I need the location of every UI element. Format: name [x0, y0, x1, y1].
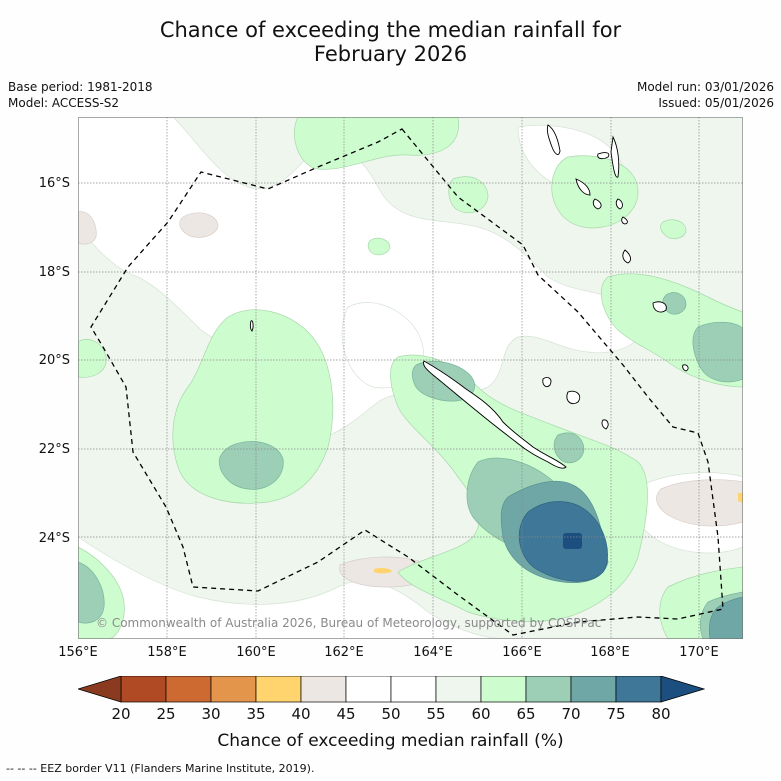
graticule [78, 117, 743, 639]
copyright-text: © Commonwealth of Australia 2026, Bureau… [96, 616, 601, 630]
eez-border [90, 128, 724, 636]
colorbar-tick-label: 50 [381, 705, 401, 723]
colorbar-cell [480, 676, 527, 703]
colorbar-cell [255, 676, 302, 703]
lat-label-24s: 24°S [38, 531, 70, 546]
coastlines [249, 124, 689, 469]
eez-legend: -- -- -- EEZ border V11 (Flanders Marine… [6, 762, 315, 775]
colorbar-tick-label: 60 [471, 705, 491, 723]
lon-label-164e: 164°E [413, 645, 453, 660]
colorbar-cell [300, 676, 347, 703]
colorbar-cell [615, 676, 662, 703]
meta-right: Model run: 03/01/2026 Issued: 05/01/2026 [637, 79, 774, 111]
rainfall-map: © Commonwealth of Australia 2026, Bureau… [78, 117, 743, 639]
colorbar [78, 676, 705, 703]
colorbar-cell [435, 676, 482, 703]
colorbar-tick-label: 45 [336, 705, 356, 723]
colorbar-tick-label: 55 [426, 705, 446, 723]
lon-label-166e: 166°E [502, 645, 542, 660]
colorbar-cell [525, 676, 572, 703]
colorbar-tick-label: 35 [246, 705, 266, 723]
colorbar-under-arrow [78, 676, 122, 703]
colorbar-tick-label: 65 [516, 705, 536, 723]
title-line-1: Chance of exceeding the median rainfall … [159, 18, 622, 42]
colorbar-tick-label: 20 [111, 705, 131, 723]
colorbar-cell [345, 676, 392, 703]
colorbar-cell [570, 676, 617, 703]
colorbar-tick-label: 75 [606, 705, 626, 723]
lat-label-20s: 20°S [38, 353, 70, 368]
espiritu-santo [546, 124, 561, 155]
colorbar-tick-label: 40 [291, 705, 311, 723]
colorbar-title: Chance of exceeding median rainfall (%) [217, 731, 564, 751]
base-period: Base period: 1981-2018 [8, 80, 153, 94]
lon-label-170e: 170°E [679, 645, 719, 660]
colorbar-cell [120, 676, 167, 703]
contours-35 [374, 493, 743, 574]
issued-date: Issued: 05/01/2026 [658, 96, 774, 110]
colorbar-cell [390, 676, 437, 703]
lon-label-168e: 168°E [590, 645, 630, 660]
lon-label-160e: 160°E [236, 645, 276, 660]
colorbar-cell [165, 676, 212, 703]
lon-label-156e: 156°E [58, 645, 98, 660]
lon-label-162e: 162°E [324, 645, 364, 660]
lat-label-22s: 22°S [38, 442, 70, 457]
colorbar-tick-label: 70 [561, 705, 581, 723]
model-run: Model run: 03/01/2026 [636, 80, 774, 94]
colorbar-tick-label: 25 [156, 705, 176, 723]
title-line-2: February 2026 [313, 42, 468, 66]
lon-label-158e: 158°E [147, 645, 187, 660]
meta-left: Base period: 1981-2018 Model: ACCESS-S2 [8, 79, 153, 111]
map-frame [78, 117, 743, 639]
colorbar-tick-label: 80 [651, 705, 671, 723]
colorbar-cell [210, 676, 257, 703]
model-name: Model: ACCESS-S2 [8, 96, 120, 110]
lat-label-16s: 16°S [38, 176, 70, 191]
lat-label-18s: 18°S [38, 265, 70, 280]
new-caledonia [423, 360, 567, 469]
chart-title: Chance of exceeding the median rainfall … [0, 18, 781, 66]
contours-80 [563, 533, 582, 549]
colorbar-over-arrow [660, 676, 705, 703]
colorbar-tick-label: 30 [201, 705, 221, 723]
